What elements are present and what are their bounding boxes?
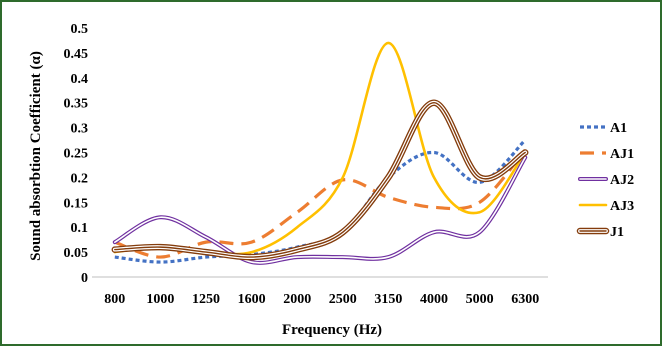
series-line-j1: [115, 103, 525, 257]
legend-entry-aj1: AJ1: [580, 147, 634, 162]
y-tick-label: 0.1: [71, 221, 89, 236]
y-axis-ticks: 0 0.05 0.1 0.15 0.2 0.25 0.3 0.35 0.4 0.45 0.5: [64, 22, 89, 286]
y-tick-label: 0.45: [64, 47, 89, 62]
legend-entry-aj3: AJ3: [580, 199, 634, 214]
series-lines: [115, 43, 525, 263]
legend-entry-j1: J1: [580, 225, 624, 240]
x-tick-label: 1600: [238, 292, 266, 307]
legend-label: AJ1: [610, 147, 634, 162]
legend: A1 AJ1 AJ2 AJ3 J1: [580, 121, 634, 240]
x-tick-label: 2000: [283, 292, 311, 307]
x-axis-title: Frequency (Hz): [282, 322, 382, 338]
x-axis-ticks: 800 1000 1250 1600 2000 2500 3150 4000 5000 6300: [104, 292, 539, 307]
y-tick-label: 0.4: [71, 72, 89, 87]
x-tick-label: 6300: [511, 292, 539, 307]
legend-label: AJ3: [610, 199, 634, 214]
y-tick-label: 0.35: [64, 97, 89, 112]
legend-label: AJ2: [610, 173, 634, 188]
y-tick-label: 0.5: [71, 22, 89, 37]
legend-label: J1: [610, 225, 624, 240]
y-tick-label: 0.2: [71, 171, 89, 186]
x-tick-label: 2500: [329, 292, 357, 307]
x-tick-label: 5000: [466, 292, 494, 307]
y-tick-label: 0.15: [64, 196, 89, 211]
y-tick-label: 0.25: [64, 147, 89, 162]
y-tick-label: 0: [81, 271, 88, 286]
y-tick-label: 0.3: [71, 122, 89, 137]
x-tick-label: 3150: [374, 292, 402, 307]
x-tick-label: 800: [104, 292, 125, 307]
legend-entry-aj2: AJ2: [580, 173, 634, 188]
x-tick-label: 1000: [146, 292, 174, 307]
x-tick-label: 4000: [420, 292, 448, 307]
x-tick-label: 1250: [192, 292, 220, 307]
legend-entry-a1: A1: [580, 121, 627, 136]
y-tick-label: 0.05: [64, 246, 89, 261]
legend-label: A1: [610, 121, 627, 136]
y-axis-title: Sound absorbtion Coefficient (α): [28, 51, 44, 261]
